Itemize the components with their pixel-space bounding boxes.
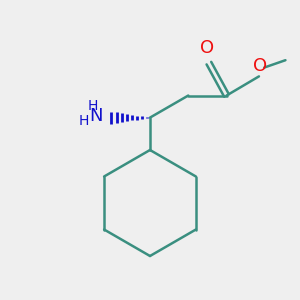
Text: H: H xyxy=(87,99,98,113)
Text: H: H xyxy=(79,114,89,128)
Text: N: N xyxy=(89,107,102,125)
Text: O: O xyxy=(200,39,214,57)
Text: O: O xyxy=(254,57,268,75)
